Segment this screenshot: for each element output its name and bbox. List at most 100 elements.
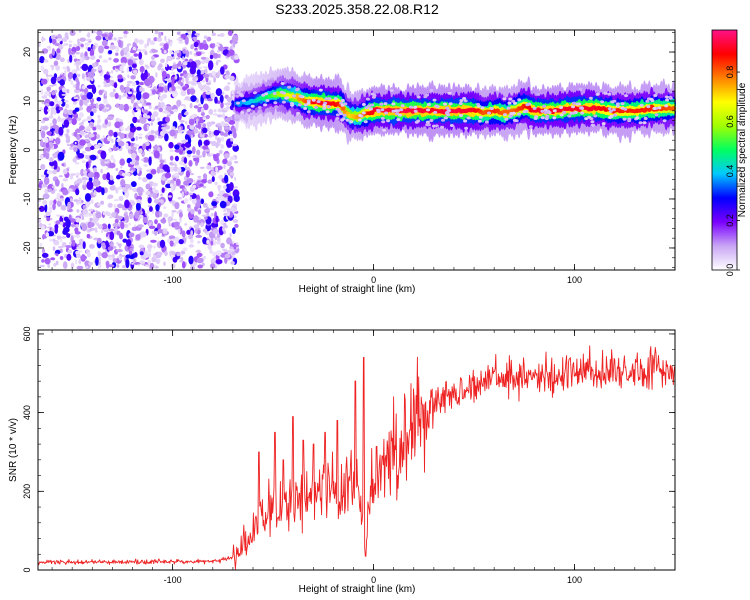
heatmap-cell xyxy=(215,259,223,265)
heatmap-cell xyxy=(86,38,92,42)
heatmap-cell xyxy=(177,80,182,85)
heatmap-cell xyxy=(205,85,211,92)
heatmap-cell xyxy=(588,96,593,100)
heatmap-cell xyxy=(66,67,71,72)
heatmap-cell xyxy=(41,185,44,189)
heatmap-cell xyxy=(107,202,113,208)
heatmap-cell xyxy=(104,90,107,97)
heatmap-cell xyxy=(87,47,91,52)
heatmap-cell xyxy=(40,139,44,147)
heatmap-cell xyxy=(215,88,223,97)
heatmap-cell xyxy=(147,259,151,265)
heatmap-cell xyxy=(361,103,366,106)
heatmap-cell xyxy=(196,149,201,156)
heatmap-cell xyxy=(87,71,95,78)
heatmap-cell xyxy=(81,59,85,63)
heatmap-cell xyxy=(199,166,205,169)
heatmap-cell xyxy=(136,126,142,131)
heatmap-cell xyxy=(102,173,108,180)
heatmap-cell xyxy=(306,99,311,103)
heatmap-cell xyxy=(192,36,198,40)
heatmap-cell xyxy=(518,122,523,126)
heatmap-cell xyxy=(174,74,178,80)
heatmap-cell xyxy=(202,73,210,78)
heatmap-cell xyxy=(110,233,114,240)
heatmap-cell xyxy=(68,47,72,56)
heatmap-cell xyxy=(51,48,56,56)
heatmap-cell xyxy=(77,153,85,159)
heatmap-cell xyxy=(86,233,91,239)
heatmap-cell xyxy=(297,103,302,107)
heatmap-cell xyxy=(42,199,48,206)
heatmap-cell xyxy=(206,212,210,217)
heatmap-cell xyxy=(218,124,222,132)
heatmap-cell xyxy=(126,190,129,197)
heatmap-cell xyxy=(208,60,214,71)
heatmap-cell xyxy=(113,88,116,93)
heatmap-cell xyxy=(56,38,63,42)
colorbar-ticks: 0.0 0.2 0.4 0.6 0.8 xyxy=(725,66,740,276)
heatmap-cell xyxy=(40,78,48,85)
heatmap-cell xyxy=(82,183,87,191)
heatmap-cell xyxy=(199,183,204,187)
heatmap-cell xyxy=(232,144,239,152)
heatmap-cell xyxy=(65,218,71,229)
heatmap-cell xyxy=(246,109,251,112)
heatmap-cell xyxy=(164,133,169,142)
heatmap-cell xyxy=(441,118,445,122)
heatmap-cell xyxy=(169,240,174,247)
heatmap-cell xyxy=(49,122,53,127)
heatmap-cell xyxy=(224,74,230,80)
heatmap-cell xyxy=(231,251,236,256)
heatmap-cell xyxy=(552,116,557,120)
heatmap-cell xyxy=(107,135,112,142)
heatmap-cell xyxy=(41,48,49,54)
heatmap-cell xyxy=(202,186,207,189)
heatmap-cell xyxy=(517,98,522,102)
heatmap-cell xyxy=(396,118,401,122)
heatmap-cell xyxy=(141,158,145,161)
heatmap-cell xyxy=(223,108,229,111)
heatmap-cell xyxy=(89,212,91,217)
heatmap-cell xyxy=(464,126,469,130)
heatmap-cell xyxy=(159,95,164,102)
heatmap-cell xyxy=(160,84,165,87)
heatmap-cell xyxy=(130,146,137,151)
heatmap-cell xyxy=(176,211,179,214)
heatmap-cell xyxy=(75,217,81,223)
heatmap-cell xyxy=(86,180,94,190)
heatmap-cell xyxy=(142,157,149,163)
heatmap-cell xyxy=(125,254,131,259)
heatmap-cell xyxy=(102,108,108,113)
heatmap-cell xyxy=(86,76,91,82)
heatmap-cell xyxy=(229,182,234,191)
heatmap-cell xyxy=(128,66,132,72)
heatmap-cell xyxy=(601,122,606,126)
heatmap-cell xyxy=(106,83,111,87)
heatmap-cell xyxy=(144,51,148,56)
heatmap-cell xyxy=(443,102,447,106)
heatmap-cell xyxy=(134,38,139,44)
heatmap-cell xyxy=(163,206,167,209)
heatmap-cell xyxy=(55,260,59,266)
heatmap-cell xyxy=(120,70,125,73)
heatmap-cell xyxy=(203,103,209,111)
heatmap-cell xyxy=(62,44,67,47)
heatmap-cell xyxy=(127,91,133,95)
heatmap-cell xyxy=(230,137,234,142)
heatmap-cell xyxy=(610,100,615,104)
heatmap-cell xyxy=(100,150,107,160)
heatmap-cell xyxy=(630,127,635,131)
heatmap-cell xyxy=(129,247,134,252)
heatmap-cell xyxy=(95,211,102,219)
heatmap-cell xyxy=(164,62,168,68)
heatmap-cell xyxy=(590,120,595,124)
heatmap-cell xyxy=(216,233,221,239)
heatmap-cell xyxy=(211,201,218,207)
heatmap-cell xyxy=(66,143,72,147)
heatmap-cell xyxy=(62,66,67,70)
heatmap-cell xyxy=(42,193,50,200)
heatmap-cell xyxy=(290,102,294,105)
heatmap-cell xyxy=(167,216,174,222)
heatmap-cell xyxy=(170,263,176,269)
